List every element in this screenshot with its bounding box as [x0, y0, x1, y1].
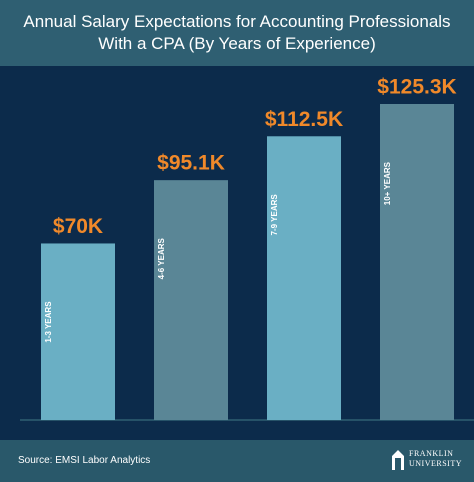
category-label: 4-6 YEARS	[157, 237, 166, 279]
chart: $70K 1-3 YEARS $95.1K 4-6 YEARS $112.5K 7-9 Y…	[0, 66, 474, 440]
bar	[41, 243, 115, 420]
value-label: $70K	[53, 215, 103, 238]
header: Annual Salary Expectations for Accountin…	[0, 0, 474, 66]
logo: FRANKLIN UNIVERSITY	[390, 448, 462, 470]
value-label: $125.3K	[377, 76, 456, 99]
bar	[380, 104, 454, 420]
logo-text: UNIVERSITY	[409, 459, 462, 468]
logo-icon	[392, 450, 404, 470]
footer: Source: EMSI Labor Analytics FRANKLIN UN…	[0, 440, 474, 482]
value-label: $112.5K	[265, 108, 343, 131]
bar	[267, 136, 341, 420]
source-note: Source: EMSI Labor Analytics	[18, 455, 151, 466]
bar	[154, 180, 228, 420]
value-label: $95.1K	[157, 152, 225, 175]
category-label: 10+ YEARS	[383, 161, 392, 205]
category-label: 1-3 YEARS	[44, 301, 53, 343]
category-label: 7-9 YEARS	[270, 194, 279, 236]
logo-text: FRANKLIN	[409, 449, 454, 458]
chart-title: Annual Salary Expectations for Accountin…	[23, 12, 451, 53]
